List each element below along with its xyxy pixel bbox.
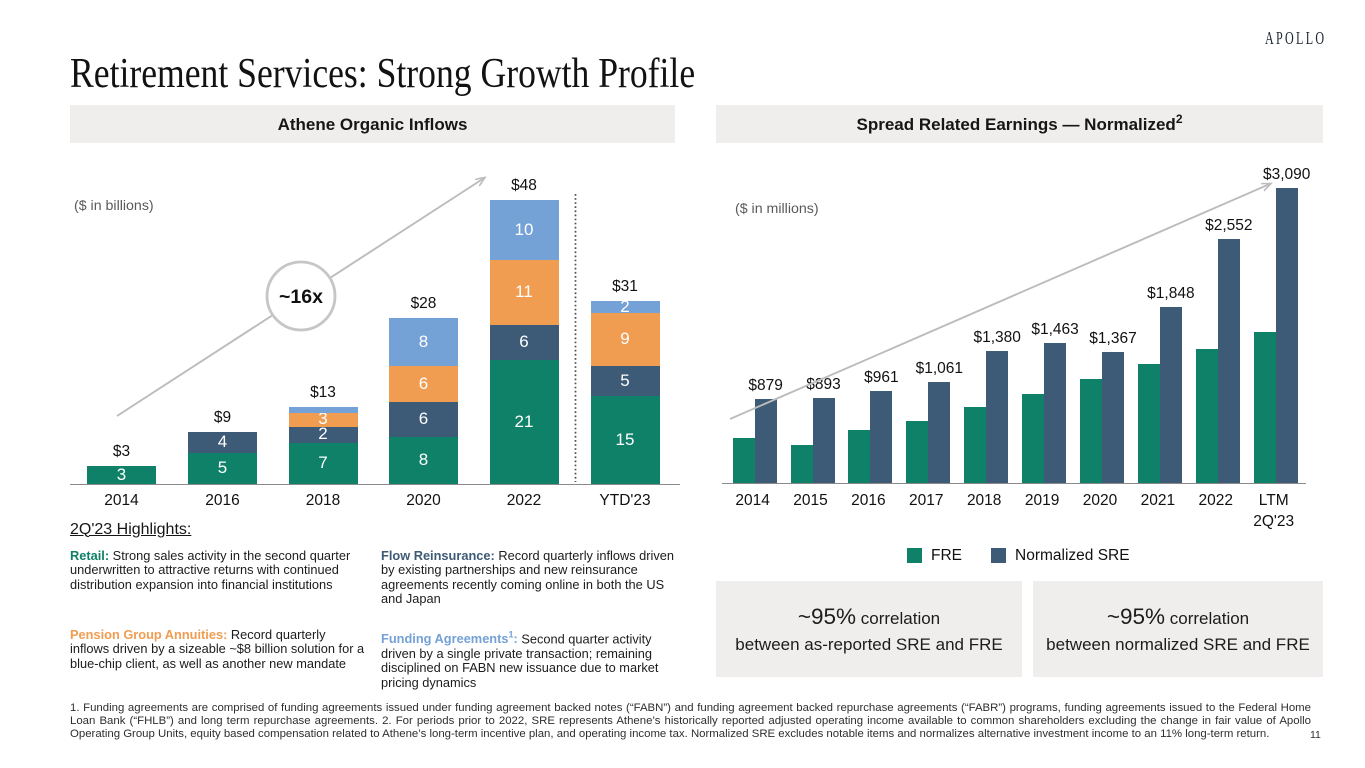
svg-text:~16x: ~16x: [279, 286, 323, 308]
